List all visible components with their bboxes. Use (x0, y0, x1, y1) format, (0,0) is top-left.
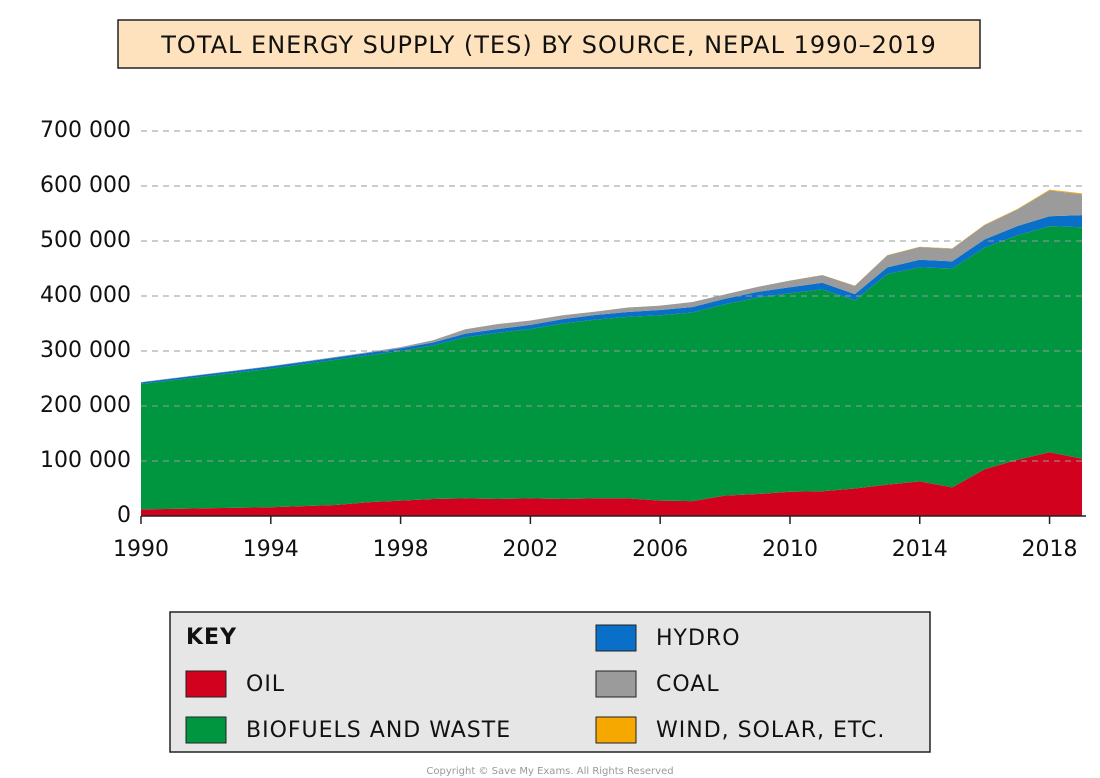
y-tick-label: 100 000 (40, 448, 131, 473)
legend-title: KEY (186, 625, 237, 650)
legend-swatch (185, 670, 227, 698)
title-box (117, 19, 981, 69)
x-tick-label: 2010 (762, 537, 818, 562)
area (141, 452, 1082, 516)
x-tick-label: 1998 (373, 537, 429, 562)
legend-label: WIND, SOLAR, ETC. (656, 718, 885, 743)
x-tick-label: 1990 (113, 537, 169, 562)
legend-label: OIL (246, 672, 285, 697)
x-tick-label: 2018 (1022, 537, 1078, 562)
legend: OIL BIOFUELS AND WASTE HYDRO COAL WIND, SOLA… (185, 624, 885, 744)
y-tick-label: 400 000 (40, 283, 131, 308)
chart-title: TOTAL ENERGY SUPPLY (TES) BY SOURCE, NEP… (160, 31, 936, 59)
y-tick-label: 0 (117, 503, 131, 528)
x-tick-label: 2014 (892, 537, 948, 562)
legend-swatch (595, 670, 637, 698)
y-tick-label: 500 000 (40, 228, 131, 253)
legend-label: COAL (656, 672, 720, 697)
y-tick-label: 200 000 (40, 393, 131, 418)
area (141, 226, 1082, 510)
y-tick-label: 300 000 (40, 338, 131, 363)
legend-label: HYDRO (656, 626, 741, 651)
legend-label: BIOFUELS AND WASTE (246, 718, 511, 743)
legend-box (169, 611, 931, 753)
x-tick-label: 2002 (502, 537, 558, 562)
x-tick-label: 1994 (243, 537, 299, 562)
footer: Copyright © Save My Exams. All Rights Re… (426, 766, 673, 777)
x-tick-label: 2006 (632, 537, 688, 562)
plot (141, 189, 1082, 516)
y-tick-label: 700 000 (40, 118, 131, 143)
legend-swatch (595, 716, 637, 744)
legend-swatch (185, 716, 227, 744)
legend-swatch (595, 624, 637, 652)
y-tick-label: 600 000 (40, 173, 131, 198)
